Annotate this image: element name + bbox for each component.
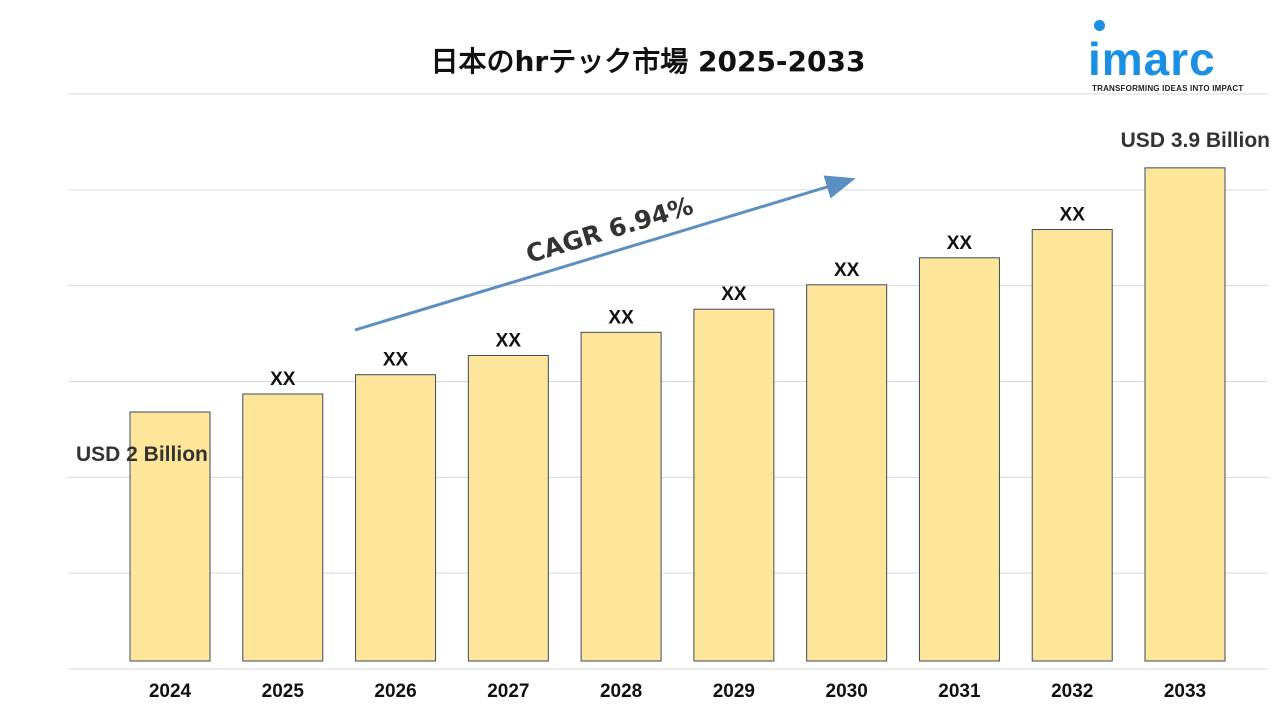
bar-2030 (806, 284, 888, 662)
logo-word: imarc (1088, 33, 1216, 85)
logo-dot-icon (1094, 20, 1105, 31)
data-label: XX (270, 369, 296, 390)
cagr-annotation: CAGR 6.94% (523, 191, 697, 269)
data-label: USD 2 Billion (76, 443, 208, 466)
data-label: XX (383, 350, 409, 371)
x-tick-label: 2024 (149, 681, 192, 702)
data-label: XX (721, 284, 747, 305)
bar-2033 (1144, 167, 1226, 662)
x-tick-label: 2032 (1051, 681, 1093, 702)
x-tick-label: 2029 (713, 681, 755, 702)
chart-title: 日本のhrテック市場 2025-2033 (430, 45, 866, 78)
bar-2027 (467, 354, 549, 662)
data-label: XX (834, 260, 860, 281)
bar-2024 (129, 411, 211, 662)
x-tick-label: 2031 (938, 681, 981, 702)
data-label: XX (496, 330, 522, 351)
x-tick-label: 2025 (262, 681, 305, 702)
bar-2032 (1031, 229, 1113, 662)
data-label: USD 3.9 Billion (1121, 129, 1270, 152)
data-label: XX (947, 233, 973, 254)
x-tick-label: 2027 (487, 681, 529, 702)
bar-2029 (693, 308, 775, 662)
x-tick-label: 2030 (826, 681, 868, 702)
x-tick-label: 2026 (374, 681, 416, 702)
bar-2025 (242, 393, 324, 662)
bar-2028 (580, 331, 662, 662)
data-label: XX (1060, 205, 1086, 226)
data-label: XX (608, 307, 634, 328)
bar-2031 (918, 257, 1000, 662)
x-tick-label: 2033 (1164, 681, 1206, 702)
cagr-arrow (354, 175, 856, 332)
x-tick-label: 2028 (600, 681, 642, 702)
imarc-logo: imarc TRANSFORMING IDEAS INTO IMPACT (1088, 18, 1268, 98)
logo-tagline: TRANSFORMING IDEAS INTO IMPACT (1092, 84, 1244, 93)
bar-2026 (355, 374, 437, 662)
